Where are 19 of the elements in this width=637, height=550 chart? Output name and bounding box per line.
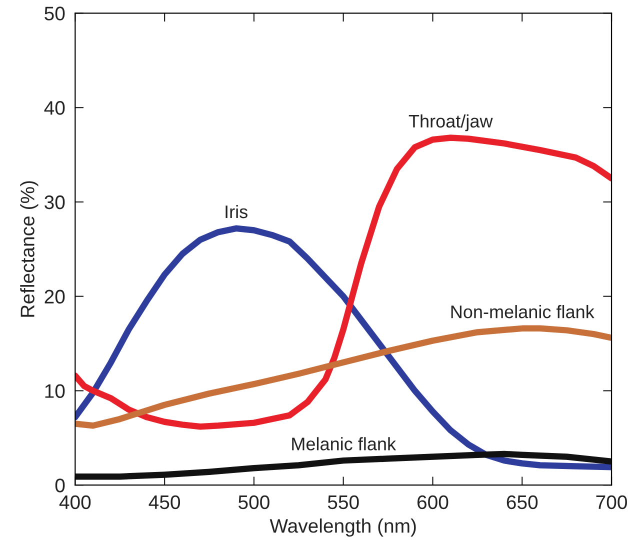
x-tick-label: 600 <box>418 495 448 510</box>
y-axis-title: Reflectance (%) <box>20 181 38 317</box>
series-label: Iris <box>226 204 248 218</box>
y-tick-label: 40 <box>44 101 65 115</box>
series-label: Non-melanic flank <box>451 304 594 318</box>
y-tick-label: 20 <box>44 290 65 304</box>
x-tick-label: 700 <box>596 495 627 510</box>
y-tick-label: 50 <box>44 6 65 20</box>
x-axis-title: Wavelength (nm) <box>270 518 416 537</box>
x-tick-label: 450 <box>148 495 180 510</box>
series-label: Melanic flank <box>292 437 396 450</box>
x-tick-label: 650 <box>506 495 538 510</box>
y-tick-label: 0 <box>55 478 65 492</box>
series-label: Throat/jaw <box>408 114 493 132</box>
x-tick-label: 500 <box>238 495 270 510</box>
x-tick-label: 550 <box>328 495 359 510</box>
y-tick-label: 10 <box>45 384 65 398</box>
y-tick-label: 30 <box>44 195 65 210</box>
x-tick-label: 400 <box>59 495 91 510</box>
